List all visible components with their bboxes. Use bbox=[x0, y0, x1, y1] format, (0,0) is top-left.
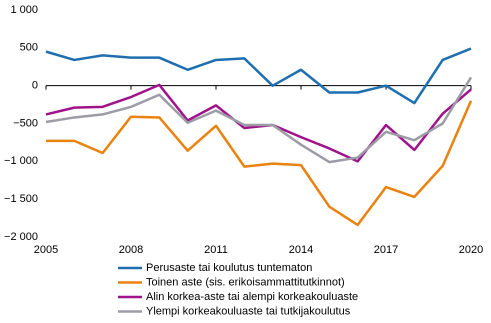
legend-label: Ylempi korkeakouluaste tai tutkijakoulut… bbox=[146, 305, 351, 317]
y-tick-label: 1 000 bbox=[10, 4, 38, 16]
y-tick-label: 0 bbox=[32, 80, 38, 92]
series-line bbox=[45, 47, 472, 105]
y-tick-label: −1 500 bbox=[4, 193, 38, 205]
y-tick-label: 500 bbox=[20, 42, 38, 54]
legend-label: Toinen aste (sis. erikoisammattitutkinno… bbox=[146, 276, 345, 288]
series-line bbox=[46, 100, 473, 227]
y-tick-label: −1 000 bbox=[4, 155, 38, 167]
x-tick-label: 2005 bbox=[34, 244, 58, 256]
y-tick-label: −500 bbox=[13, 117, 38, 129]
x-tick-label: 2014 bbox=[289, 244, 313, 256]
x-tick-label: 2011 bbox=[204, 244, 228, 256]
legend-label: Perusaste tai koulutus tuntematon bbox=[146, 262, 312, 274]
x-tick-label: 2008 bbox=[119, 244, 143, 256]
series-line bbox=[45, 76, 473, 164]
y-tick-label: −2 000 bbox=[4, 231, 38, 243]
series-line bbox=[45, 83, 472, 163]
x-tick-label: 2020 bbox=[459, 244, 483, 256]
legend-label: Alin korkea-aste tai alempi korkeakoulua… bbox=[146, 291, 358, 303]
x-tick-label: 2017 bbox=[374, 244, 398, 256]
